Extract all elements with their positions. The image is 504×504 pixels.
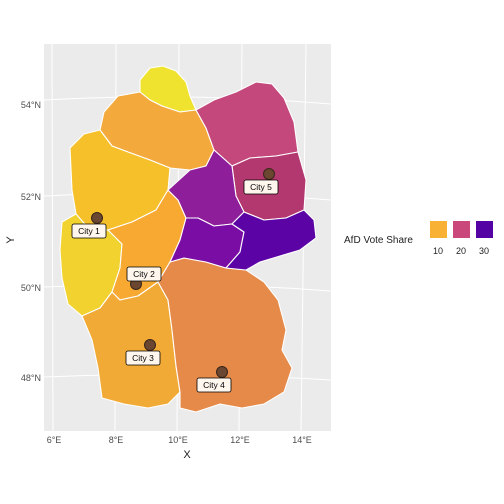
y-tick-label: 48°N: [21, 373, 41, 383]
y-tick-label: 52°N: [21, 192, 41, 202]
legend-swatch: [430, 221, 447, 238]
x-tick-label: 8°E: [109, 435, 124, 445]
city-label-box: [125, 350, 161, 366]
legend-label: 30: [479, 246, 489, 256]
legend-title: AfD Vote Share: [344, 235, 413, 246]
x-tick-labels: 6°E 8°E 10°E 12°E 14°E: [47, 435, 312, 445]
legend-swatch: [476, 221, 493, 238]
x-tick-label: 12°E: [230, 435, 250, 445]
city-label-box: [71, 223, 107, 239]
x-tick-label: 10°E: [168, 435, 188, 445]
x-tick-label: 6°E: [47, 435, 62, 445]
legend-label: 20: [456, 246, 466, 256]
region-saxony: [225, 209, 317, 271]
x-axis-title: X: [183, 449, 191, 461]
legend-swatch: [453, 221, 470, 238]
city-label: City 5: [250, 182, 272, 192]
y-tick-label: 50°N: [21, 283, 41, 293]
city-marker: [216, 366, 228, 378]
city-marker: [144, 339, 156, 351]
city-label: City 3: [132, 353, 154, 363]
city-label-box: [196, 377, 232, 393]
city-label: City 4: [203, 380, 225, 390]
city-marker: [263, 168, 275, 180]
city-labels: City 1 City 2 City 3 City 4 City 5: [71, 179, 279, 393]
y-tick-labels: 54°N 52°N 50°N 48°N: [21, 100, 41, 383]
y-tick-label: 54°N: [21, 100, 41, 110]
legend: AfD Vote Share 10 20 30: [344, 221, 493, 256]
y-axis-title: Y: [5, 236, 17, 244]
legend-label: 10: [433, 246, 443, 256]
city-label-box: [243, 179, 279, 195]
city-label: City 2: [133, 269, 155, 279]
city-label-box: [126, 266, 162, 282]
city-label: City 1: [78, 226, 100, 236]
city-marker: [91, 212, 103, 224]
x-tick-label: 14°E: [292, 435, 312, 445]
